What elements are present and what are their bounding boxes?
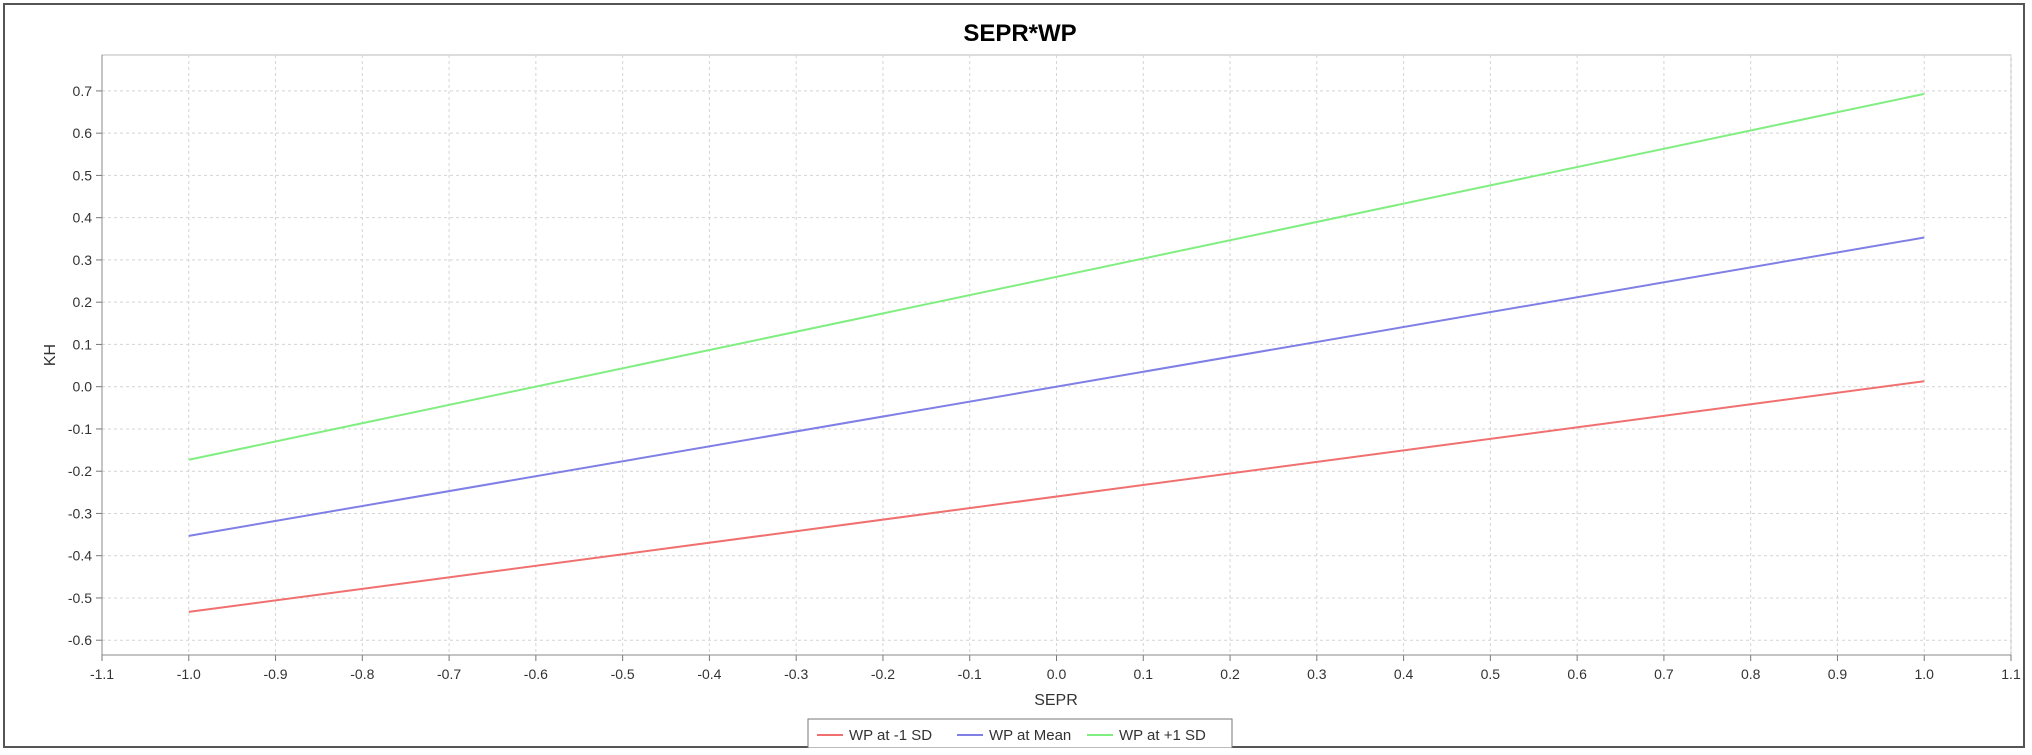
chart-title: SEPR*WP (963, 20, 1076, 47)
x-axis: -1.1 -1.0 -0.9 -0.8 -0.7 -0.6 -0.5 -0.4 -0.3 -0.2… (90, 654, 2021, 682)
legend-label-wp-at-1-sd: WP at +1 SD (1119, 727, 1206, 744)
chart: SEPR*WP -1.1 -1.0 -0.9 -0.8 -0.7 -0.6 -0.5 -0.4… (42, 20, 2021, 748)
y-tick-label: 0.4 (73, 210, 93, 226)
x-tick-label: 1.0 (1914, 666, 1934, 682)
x-tick-label: 0.5 (1481, 666, 1501, 682)
y-axis-title: KH (42, 344, 59, 366)
series-line-wp-at-1-sd (188, 92, 1925, 461)
x-tick-label: 0.7 (1654, 666, 1674, 682)
x-tick-label: -0.7 (437, 666, 461, 682)
y-tick-label: -0.4 (68, 548, 92, 564)
x-tick-label: 0.2 (1220, 666, 1240, 682)
x-tick-label: 0.8 (1741, 666, 1761, 682)
x-tick-label: 0.1 (1134, 666, 1154, 682)
grid (101, 55, 2012, 655)
x-axis-title: SEPR (1034, 692, 1078, 709)
y-tick-label: 0.3 (73, 252, 93, 268)
legend-box (807, 718, 1233, 748)
x-tick-label: -0.2 (871, 666, 895, 682)
x-tick-label: -0.8 (350, 666, 374, 682)
y-tick-label: -0.3 (68, 505, 92, 521)
x-tick-label: 0.9 (1828, 666, 1848, 682)
x-tick-label: 0.4 (1394, 666, 1414, 682)
legend-label-wp-at-mean: WP at Mean (989, 727, 1071, 744)
x-tick-label: -0.6 (524, 666, 548, 682)
y-tick-label: 0.6 (73, 125, 93, 141)
x-tick-label: 0.0 (1047, 666, 1067, 682)
y-tick-label: -0.5 (68, 590, 92, 606)
y-tick-label: -0.2 (68, 463, 92, 479)
x-tick-label: -1.1 (90, 666, 114, 682)
x-tick-label: -1.0 (177, 666, 201, 682)
x-tick-label: -0.3 (784, 666, 808, 682)
series-line-wp-at-1-sd (188, 380, 1925, 613)
y-axis: 0.7 0.6 0.5 0.4 0.3 0.2 0.1 0.0 -0.1 -0.2 -0.3 -0.4… (68, 55, 103, 655)
x-tick-label: -0.5 (611, 666, 635, 682)
y-tick-label: -0.1 (68, 421, 92, 437)
legend: WP at -1 SD WP at Mean WP at +1 SD (807, 718, 1233, 748)
y-tick-label: 0.7 (73, 83, 93, 99)
x-tick-label: 1.1 (2001, 666, 2021, 682)
x-tick-label: -0.4 (697, 666, 721, 682)
x-tick-label: -0.9 (263, 666, 287, 682)
legend-label-wp-at-1-sd: WP at -1 SD (849, 727, 932, 744)
series-line-wp-at-mean (188, 236, 1925, 537)
chart-frame: SEPR*WP -1.1 -1.0 -0.9 -0.8 -0.7 -0.6 -0.5 -0.4… (3, 3, 2025, 748)
x-tick-label: -0.1 (958, 666, 982, 682)
y-tick-label: 0.5 (73, 167, 93, 183)
y-tick-label: -0.6 (68, 632, 92, 648)
series-layer (188, 92, 1925, 613)
x-tick-label: 0.3 (1307, 666, 1327, 682)
y-tick-label: 0.2 (73, 294, 93, 310)
y-tick-label: 0.0 (73, 379, 93, 395)
y-tick-label: 0.1 (73, 336, 93, 352)
x-tick-label: 0.6 (1567, 666, 1587, 682)
